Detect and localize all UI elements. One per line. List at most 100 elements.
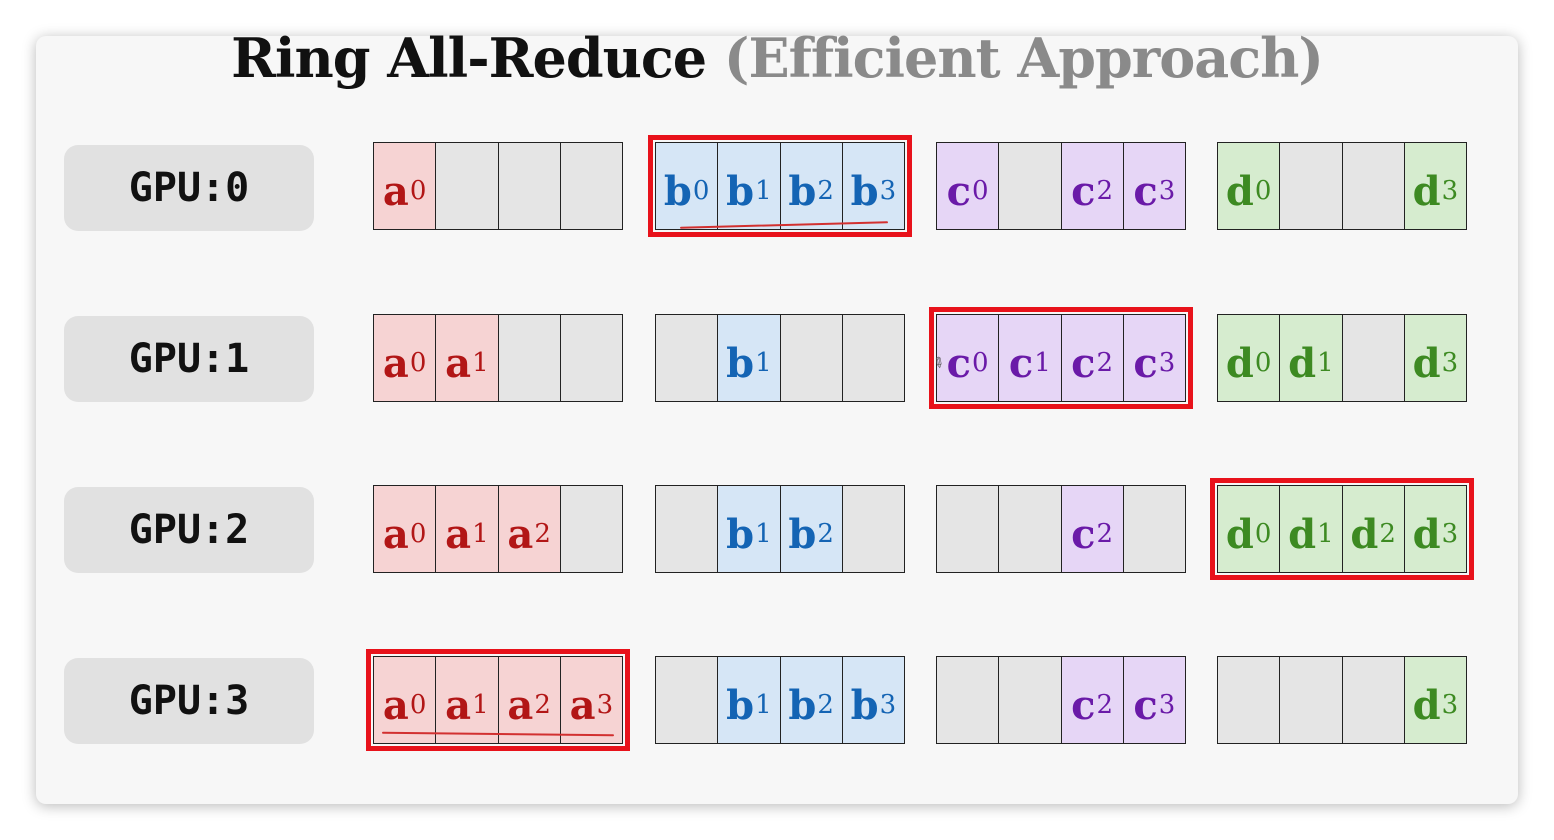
title-subtitle: (Efficient Approach) bbox=[723, 26, 1324, 90]
chunk-index: 2 bbox=[534, 519, 551, 549]
chunk-letter: b bbox=[663, 167, 692, 215]
chunk-letter: b bbox=[726, 681, 755, 729]
chunk-index: 1 bbox=[755, 519, 772, 549]
empty-cell bbox=[780, 315, 843, 401]
chunk-index: 0 bbox=[1254, 519, 1272, 549]
chunk-index: 3 bbox=[1441, 690, 1459, 720]
chunk-letter: a bbox=[382, 167, 409, 215]
empty-cell bbox=[999, 143, 1062, 229]
chunk-index: 2 bbox=[1096, 519, 1114, 549]
chunk-letter: a bbox=[382, 510, 409, 558]
chunk-letter: c bbox=[1133, 681, 1158, 729]
chunk-index: 2 bbox=[1096, 176, 1114, 206]
chunk-index: 2 bbox=[817, 176, 834, 206]
chunk-index: 0 bbox=[1254, 176, 1272, 206]
chunk-index: 2 bbox=[817, 519, 834, 549]
chunk-letter: b bbox=[726, 167, 755, 215]
chunk-letter: b bbox=[788, 510, 817, 558]
empty-cell bbox=[1342, 143, 1405, 229]
chunk-letter: a bbox=[445, 339, 472, 387]
chunk-letter: d bbox=[1288, 339, 1317, 387]
chunk-letter: a bbox=[569, 681, 596, 729]
empty-cell bbox=[842, 486, 904, 572]
chunk-letter: d bbox=[1225, 167, 1254, 215]
chunk-letter: c bbox=[946, 339, 972, 387]
chunk-letter: a bbox=[382, 339, 409, 387]
empty-cell bbox=[1218, 657, 1281, 743]
chunk-index: 1 bbox=[1317, 348, 1334, 378]
chunk-letter: c bbox=[1071, 681, 1096, 729]
empty-cell bbox=[1123, 486, 1185, 572]
chunk-index: 1 bbox=[1317, 519, 1334, 549]
chunk-letter: a bbox=[507, 681, 534, 729]
gpu-label-3: GPU:3 bbox=[64, 658, 314, 744]
diagram-title: Ring All-Reduce (Efficient Approach) bbox=[0, 26, 1554, 90]
chunk-index: 1 bbox=[472, 348, 489, 378]
chunk-index: 0 bbox=[409, 519, 427, 549]
empty-cell bbox=[1280, 143, 1343, 229]
chunk-letter: c bbox=[1071, 167, 1096, 215]
chunk-index: 3 bbox=[1441, 519, 1459, 549]
chunk-letter: b bbox=[788, 681, 817, 729]
chunk-index: 3 bbox=[1158, 690, 1176, 720]
chunk-letter: d bbox=[1225, 510, 1254, 558]
empty-cell bbox=[560, 486, 622, 572]
empty-cell bbox=[560, 143, 622, 229]
chunk-letter: c bbox=[1071, 339, 1096, 387]
chunk-index: 3 bbox=[879, 176, 897, 206]
title-main: Ring All-Reduce bbox=[231, 26, 707, 90]
chunk-letter: c bbox=[1008, 339, 1034, 387]
gpu-label-2: GPU:2 bbox=[64, 487, 314, 573]
chunk-letter: b bbox=[726, 510, 755, 558]
chunk-index: 3 bbox=[596, 690, 614, 720]
chunk-index: 2 bbox=[1096, 348, 1114, 378]
empty-cell bbox=[1342, 315, 1405, 401]
chunk-index: 3 bbox=[1441, 176, 1459, 206]
chunk-letter: a bbox=[445, 681, 472, 729]
empty-cell bbox=[436, 143, 499, 229]
chunk-index: 0 bbox=[692, 176, 710, 206]
chunk-letter: d bbox=[1412, 167, 1441, 215]
chunk-letter: a bbox=[382, 681, 409, 729]
chunk-index: 0 bbox=[1254, 348, 1272, 378]
empty-cell bbox=[656, 315, 719, 401]
chunk-index: 1 bbox=[755, 348, 772, 378]
chunk-letter: b bbox=[788, 167, 817, 215]
empty-cell bbox=[937, 486, 1000, 572]
chunk-index: 0 bbox=[409, 176, 427, 206]
chunk-letter: d bbox=[1412, 339, 1441, 387]
chunk-letter: d bbox=[1412, 510, 1441, 558]
empty-cell bbox=[656, 486, 719, 572]
chunk-index: 3 bbox=[1158, 176, 1176, 206]
